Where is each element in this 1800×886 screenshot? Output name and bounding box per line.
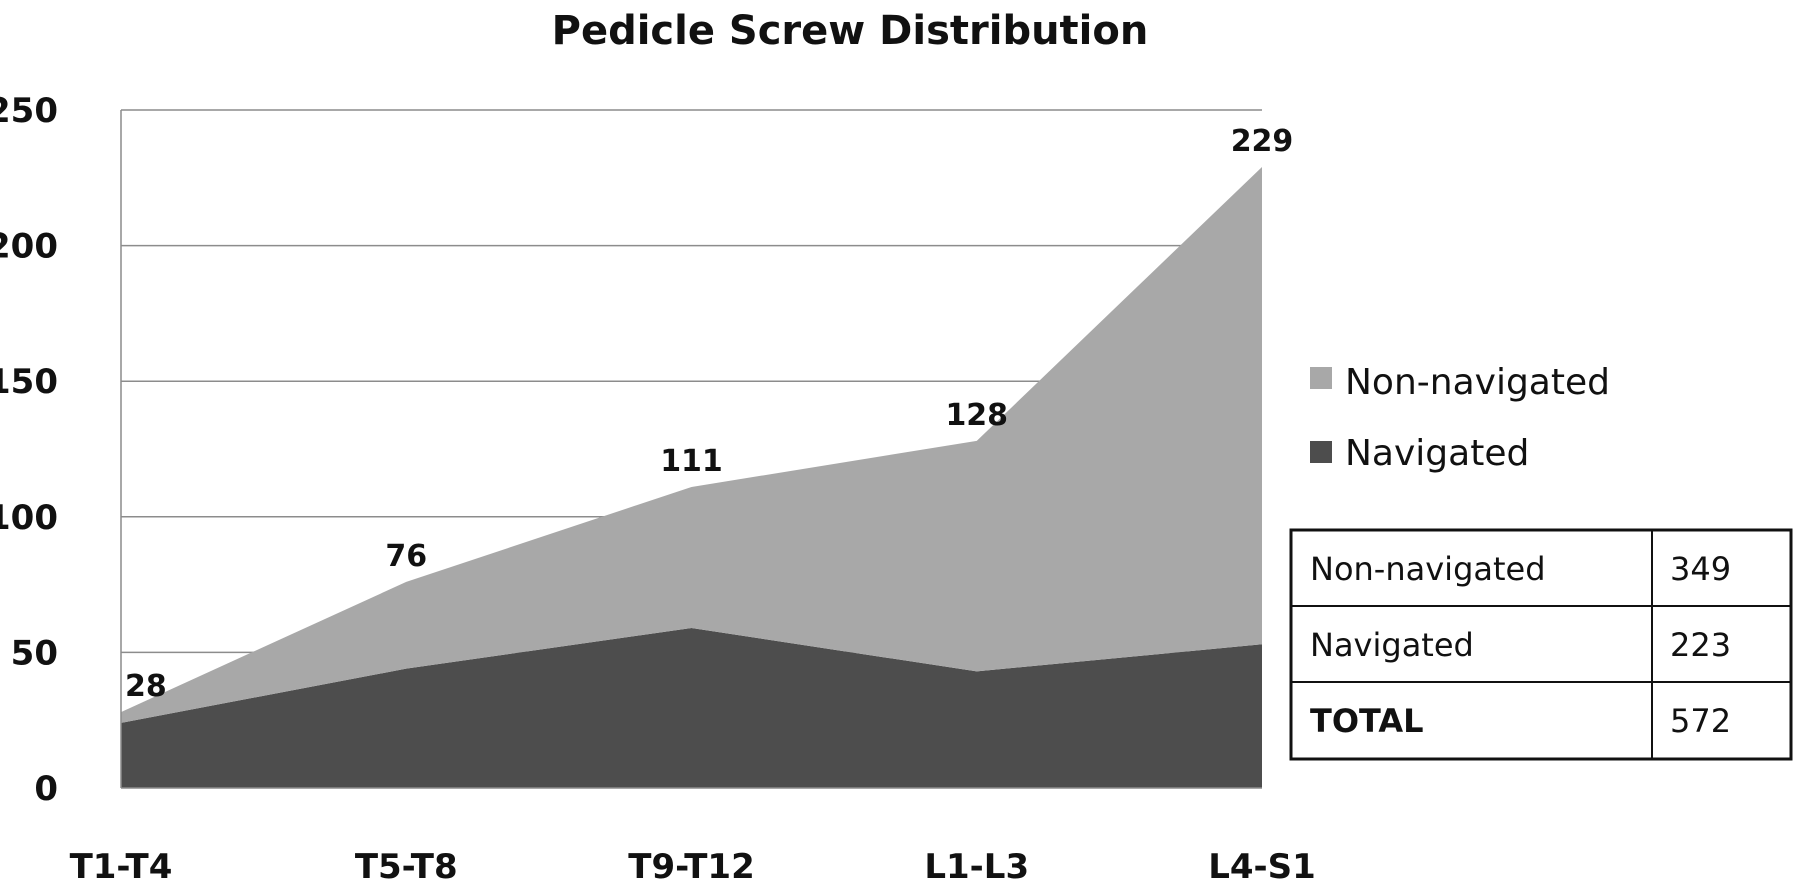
summary-table-value: 349 [1670,550,1731,588]
plot-areas [121,166,1262,788]
summary-table-value: 572 [1670,702,1731,740]
y-tick-label: 150 [0,362,58,402]
data-label-total: 229 [1231,124,1294,159]
summary-table: Non-navigated 349 Navigated 223 TOTAL 57… [1289,528,1793,761]
x-tick-label: T9-T12 [628,847,754,886]
summary-table-value: 223 [1670,626,1731,664]
x-tick-label: T1-T4 [70,847,173,886]
x-axis-ticks: T1-T4 T5-T8 T9-T12 L1-L3 L4-S1 [70,847,1316,886]
legend-swatch-navigated [1310,441,1332,463]
summary-table-label: Navigated [1310,626,1474,664]
data-label-total: 76 [385,539,427,574]
data-label-total: 128 [945,398,1008,433]
data-label-total: 28 [125,669,167,704]
x-tick-label: L1-L3 [924,847,1029,886]
legend-label-non-navigated: Non-navigated [1345,362,1610,403]
x-tick-label: L4-S1 [1208,847,1316,886]
summary-table-label: Non-navigated [1310,550,1546,588]
axes [120,110,1262,789]
y-tick-label: 50 [11,633,58,673]
area-non-navigated [121,166,1262,723]
chart-title: Pedicle Screw Distribution [552,8,1149,54]
legend-label-navigated: Navigated [1345,433,1529,474]
x-tick-label: T5-T8 [355,847,458,886]
y-axis-ticks: 0 50 100 150 200 250 [0,91,58,809]
y-tick-label: 0 [34,769,58,809]
data-labels: 28 76 111 128 229 [125,124,1293,704]
summary-table-border [1289,528,1793,761]
y-tick-label: 200 [0,227,58,267]
y-tick-label: 250 [0,91,58,131]
y-tick-label: 100 [0,498,58,538]
summary-table-label: TOTAL [1310,702,1424,740]
legend-swatch-non-navigated [1310,367,1332,389]
area-navigated [121,627,1262,788]
data-label-total: 111 [660,444,723,479]
legend: Non-navigated Navigated [1310,362,1610,474]
